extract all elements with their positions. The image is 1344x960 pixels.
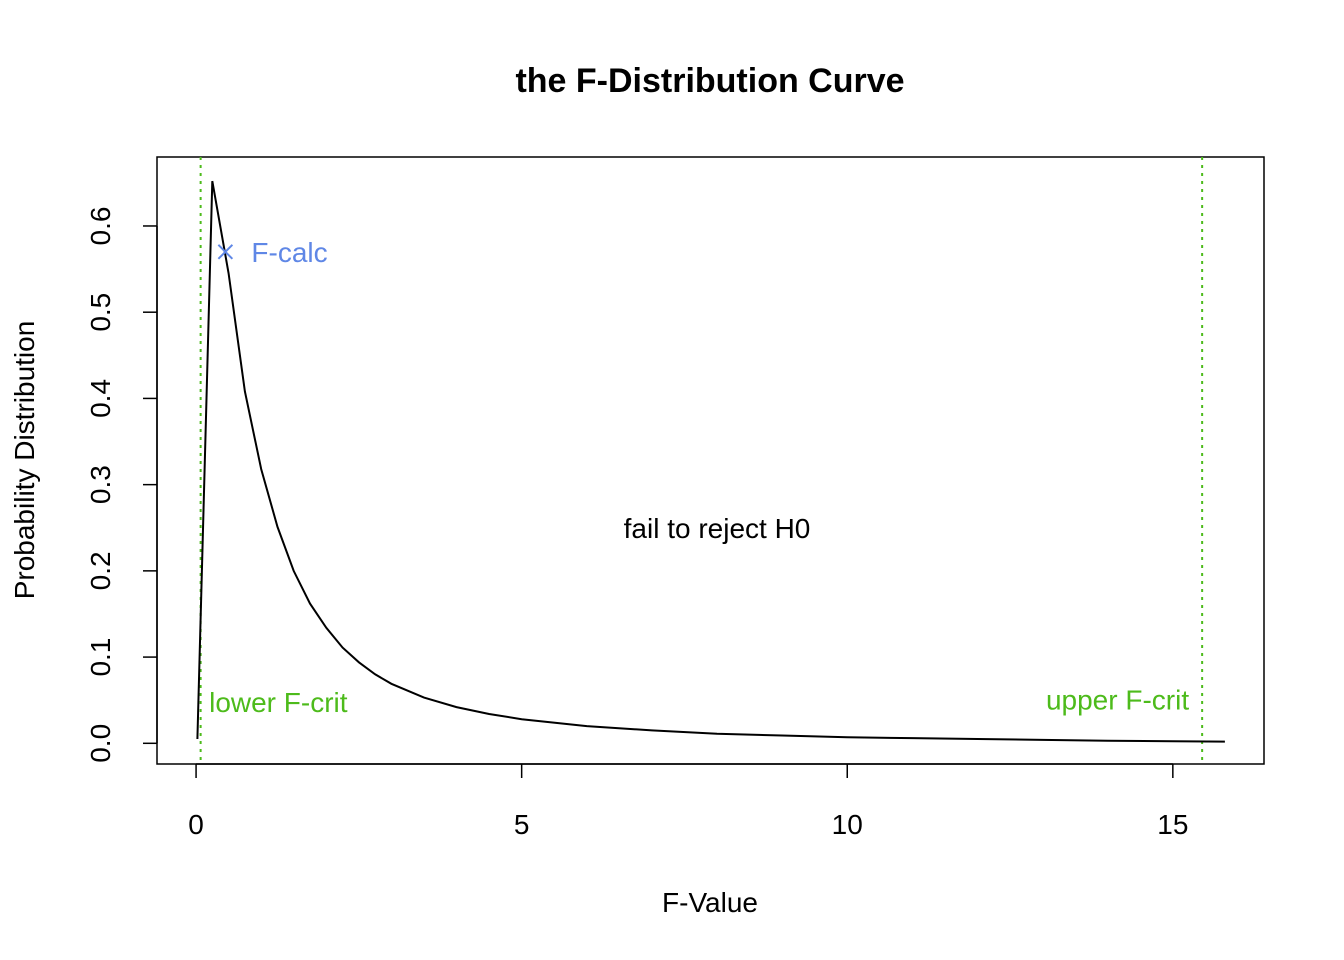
annotation-upper: upper F-crit	[1046, 684, 1189, 715]
x-tick-label: 10	[832, 809, 863, 840]
y-tick-label: 0.5	[85, 293, 116, 332]
y-tick-label: 0.0	[85, 724, 116, 763]
y-tick-label: 0.3	[85, 465, 116, 504]
annotation-lower: lower F-crit	[209, 687, 348, 718]
y-axis-title: Probability Distribution	[9, 321, 40, 600]
annotation-fail: fail to reject H0	[624, 513, 811, 544]
f-calc-marker-stroke	[217, 244, 234, 260]
x-tick-label: 15	[1157, 809, 1188, 840]
density-curve-group	[196, 180, 1225, 743]
y-tick-label: 0.6	[85, 207, 116, 246]
y-tick-label: 0.2	[85, 551, 116, 590]
x-tick-label: 0	[188, 809, 204, 840]
density-curve	[196, 180, 1225, 743]
x-tick-label: 5	[514, 809, 530, 840]
chart-title: the F-Distribution Curve	[515, 62, 904, 100]
y-tick-label: 0.1	[85, 638, 116, 677]
f-calc-marker	[217, 244, 234, 260]
y-axis: 0.0 0.1 0.2 0.3 0.4 0.5 0.6	[85, 207, 158, 763]
annotations: F-calc fail to reject H0 lower F-crit upper…	[209, 237, 1189, 718]
critical-value-lines	[199, 157, 1204, 764]
x-axis-title: F-Value	[662, 887, 758, 918]
annotation-fcalc: F-calc	[251, 237, 327, 268]
f-calc-marker-group	[217, 244, 234, 260]
y-tick-label: 0.4	[85, 379, 116, 418]
x-axis: 0 5 10 15	[188, 763, 1188, 840]
